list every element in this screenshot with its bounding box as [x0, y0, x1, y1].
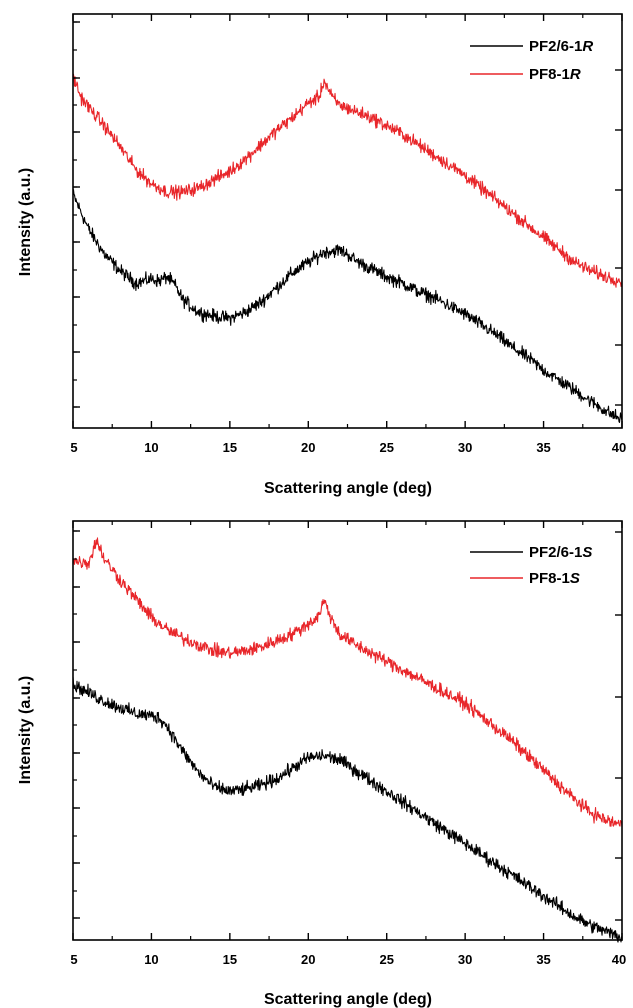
- x-tick-label: 15: [223, 440, 237, 455]
- x-tick-label: 25: [379, 952, 393, 967]
- x-tick-label: 40: [612, 440, 626, 455]
- x-tick-label: 40: [612, 952, 626, 967]
- x-tick-label: 35: [536, 952, 550, 967]
- x-tick-label: 10: [144, 440, 158, 455]
- y-axis-label: Intensity (a.u.): [17, 168, 34, 276]
- chart-panel-1: 5 10 15 20 25 30 35 40 Scattering angle (deg) Int…: [17, 13, 626, 497]
- legend-entry-suffix: R: [570, 66, 581, 83]
- legend-entry: PF8-1R: [529, 66, 581, 83]
- legend-entry-suffix: R: [582, 38, 593, 55]
- x-tick-label: 25: [379, 440, 393, 455]
- series-line-pf2-6-1s: [72, 676, 623, 943]
- legend-entry-name: PF2/6-1: [529, 544, 582, 561]
- x-tick-label: 20: [301, 440, 315, 455]
- legend-entry: PF2/6-1S: [529, 544, 592, 561]
- x-tick-label: 20: [301, 952, 315, 967]
- x-tick-label: 5: [70, 440, 77, 455]
- legend-entry-suffix: S: [582, 544, 592, 561]
- x-tick-label: 5: [70, 952, 77, 967]
- chart-panel-2: 5 10 15 20 25 30 35 40 Scattering angle (deg) Int…: [17, 520, 626, 1008]
- x-tick-label: 10: [144, 952, 158, 967]
- series-line-pf2-6-1r: [72, 189, 623, 423]
- x-tick-label: 30: [458, 952, 472, 967]
- series-line-pf8-1r: [72, 73, 623, 288]
- x-tick-label: 30: [458, 440, 472, 455]
- legend-entry-suffix: S: [570, 570, 580, 587]
- legend-entry-name: PF8-1: [529, 570, 570, 587]
- x-axis-label: Scattering angle (deg): [264, 480, 432, 497]
- x-tick-label: 15: [223, 952, 237, 967]
- legend-entry: PF2/6-1R: [529, 38, 593, 55]
- legend-entry: PF8-1S: [529, 570, 580, 587]
- legend-entry-name: PF8-1: [529, 66, 570, 83]
- x-axis-label: Scattering angle (deg): [264, 991, 432, 1008]
- legend-entry-name: PF2/6-1: [529, 38, 582, 55]
- y-axis-label: Intensity (a.u.): [17, 676, 34, 784]
- x-tick-label: 35: [536, 440, 550, 455]
- series-line-pf8-1s: [72, 537, 623, 828]
